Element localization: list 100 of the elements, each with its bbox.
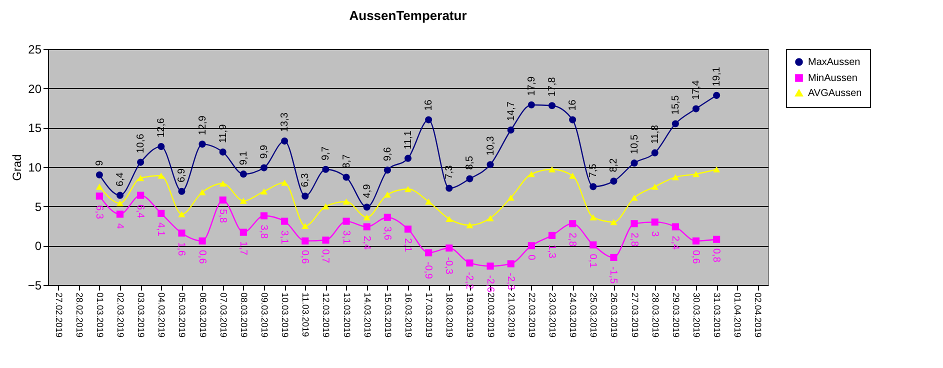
data-label: 4 <box>114 223 125 230</box>
data-label: 3 <box>648 231 660 238</box>
point <box>404 186 412 192</box>
point <box>281 138 288 145</box>
point <box>569 116 576 124</box>
x-tick-label: 01.04.2019 <box>732 292 743 338</box>
point <box>198 189 206 196</box>
point <box>446 216 453 222</box>
point <box>116 192 124 199</box>
point <box>96 184 103 190</box>
x-tick-label: 06.03.2019 <box>198 292 208 338</box>
point <box>569 220 576 228</box>
legend-label: AVGAussen <box>808 88 862 99</box>
data-label: 0,6 <box>690 250 701 264</box>
data-label: 3,8 <box>258 224 269 240</box>
point <box>96 192 103 200</box>
point <box>507 260 514 268</box>
point <box>219 148 226 156</box>
point <box>672 120 679 128</box>
x-tick-label: 31.03.2019 <box>712 292 722 338</box>
data-label: 1,7 <box>237 241 248 256</box>
x-tick-label: 03.03.2019 <box>136 292 146 338</box>
point <box>713 166 720 172</box>
data-label: -1,5 <box>608 266 619 284</box>
point <box>590 183 597 190</box>
data-label: 3,6 <box>381 226 392 241</box>
point <box>713 236 720 243</box>
y-tick-label: 5 <box>34 200 42 214</box>
x-tick-label: 04.03.2019 <box>156 292 167 338</box>
point <box>178 188 186 195</box>
point <box>198 140 206 148</box>
point <box>630 194 638 201</box>
data-label: 9 <box>94 160 106 166</box>
point <box>548 102 556 110</box>
point <box>528 171 535 178</box>
x-tick-label: 17.03.2019 <box>424 292 434 338</box>
point <box>302 192 309 200</box>
data-label: 9,7 <box>320 146 332 160</box>
legend-label: MinAussen <box>808 73 858 84</box>
point <box>446 184 453 192</box>
point <box>219 196 226 204</box>
point <box>425 198 432 205</box>
x-tick-label: 05.03.2019 <box>177 292 188 338</box>
point <box>713 92 720 99</box>
data-label: 2,4 <box>669 236 680 250</box>
point <box>384 166 391 174</box>
point <box>158 172 165 179</box>
point <box>446 244 453 252</box>
y-tick-label: 0 <box>34 239 42 254</box>
x-tick-label: 26.03.2019 <box>609 292 620 338</box>
point <box>651 184 658 190</box>
point <box>548 232 556 239</box>
y-tick-label: 15 <box>28 121 42 136</box>
point <box>486 161 494 168</box>
point <box>425 116 432 124</box>
point <box>260 212 268 220</box>
point <box>178 230 186 237</box>
point <box>630 220 638 228</box>
point <box>240 228 247 236</box>
data-label: 0,7 <box>320 249 331 264</box>
point <box>404 226 412 233</box>
point <box>548 166 556 172</box>
point <box>363 214 370 220</box>
data-label: 15,5 <box>670 94 682 115</box>
point <box>651 149 658 156</box>
point <box>692 237 700 244</box>
data-label: 2,4 <box>360 236 372 250</box>
point <box>260 188 268 194</box>
x-tick-label: 30.03.2019 <box>692 292 702 338</box>
point <box>158 143 165 150</box>
point <box>322 166 330 173</box>
x-tick-label: 23.03.2019 <box>548 292 558 338</box>
data-label: -0,9 <box>422 262 434 280</box>
data-label: 9,6 <box>382 146 394 162</box>
point <box>466 259 474 267</box>
data-label: 10,6 <box>136 133 147 154</box>
point <box>302 222 309 230</box>
data-label: 17,4 <box>691 80 702 100</box>
data-label: 6,9 <box>176 168 188 182</box>
x-tick-label: 22.03.2019 <box>526 292 537 338</box>
data-label: 2,8 <box>566 232 578 247</box>
point <box>137 174 144 182</box>
point <box>610 219 618 226</box>
data-label: 0,6 <box>299 250 310 264</box>
data-label: 1,6 <box>176 242 187 256</box>
point <box>240 170 247 178</box>
point <box>116 210 124 218</box>
x-tick-label: 14.03.2019 <box>362 292 372 338</box>
point <box>672 174 679 180</box>
point <box>137 158 144 166</box>
point <box>322 203 330 210</box>
x-tick-label: 02.03.2019 <box>116 292 126 338</box>
point <box>692 171 700 178</box>
point <box>425 249 432 256</box>
point <box>363 204 370 211</box>
x-tick-label: 11.03.2019 <box>300 292 311 337</box>
x-tick-label: 07.03.2019 <box>218 292 228 338</box>
point <box>590 214 597 220</box>
data-label: -0,3 <box>443 257 454 275</box>
data-label: 6,3 <box>300 172 312 188</box>
